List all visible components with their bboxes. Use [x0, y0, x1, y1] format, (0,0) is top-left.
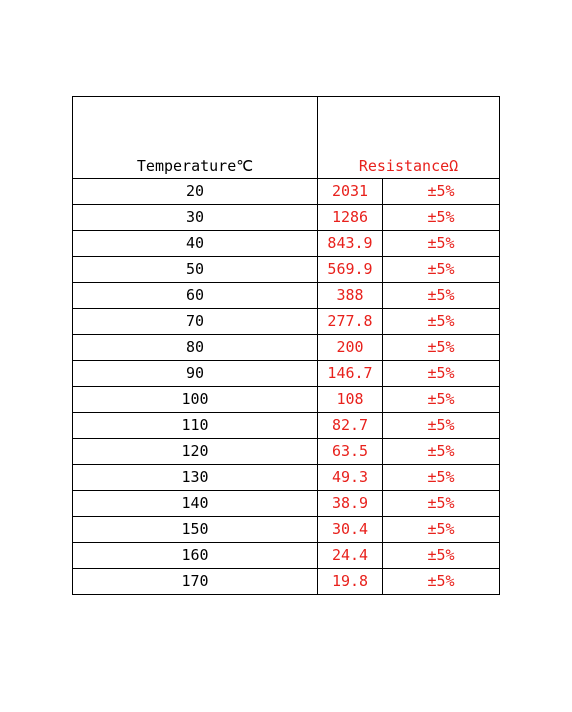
tolerance-cell: ±5% [382, 568, 500, 595]
tolerance-cell: ±5% [382, 334, 500, 361]
tolerance-cell: ±5% [382, 464, 500, 491]
tolerance-cell: ±5% [382, 438, 500, 465]
tolerance-cell: ±5% [382, 308, 500, 335]
tolerance-cell: ±5% [382, 230, 500, 257]
temperature-cell: 70 [72, 308, 318, 335]
resistance-cell: 108 [317, 386, 383, 413]
table-row: 90 146.7 ±5% [72, 360, 500, 387]
table-row: 60 388 ±5% [72, 282, 500, 309]
tolerance-cell: ±5% [382, 412, 500, 439]
temperature-cell: 100 [72, 386, 318, 413]
table-row: 110 82.7 ±5% [72, 412, 500, 439]
resistance-cell: 146.7 [317, 360, 383, 387]
resistance-cell: 200 [317, 334, 383, 361]
table-row: 70 277.8 ±5% [72, 308, 500, 335]
resistance-table-body: Temperature℃ ResistanceΩ 20 2031 ±5% 30 1286… [72, 96, 500, 595]
resistance-table: Temperature℃ ResistanceΩ 20 2031 ±5% 30 1286… [72, 96, 500, 595]
temperature-cell: 90 [72, 360, 318, 387]
resistance-cell: 38.9 [317, 490, 383, 517]
tolerance-cell: ±5% [382, 542, 500, 569]
tolerance-cell: ±5% [382, 178, 500, 205]
table-row: 100 108 ±5% [72, 386, 500, 413]
temperature-cell: 30 [72, 204, 318, 231]
resistance-cell: 569.9 [317, 256, 383, 283]
temperature-cell: 160 [72, 542, 318, 569]
temperature-header: Temperature℃ [72, 96, 318, 179]
temperature-cell: 80 [72, 334, 318, 361]
resistance-cell: 277.8 [317, 308, 383, 335]
resistance-cell: 24.4 [317, 542, 383, 569]
resistance-cell: 388 [317, 282, 383, 309]
temperature-cell: 170 [72, 568, 318, 595]
resistance-cell: 30.4 [317, 516, 383, 543]
table-row: 130 49.3 ±5% [72, 464, 500, 491]
tolerance-cell: ±5% [382, 516, 500, 543]
resistance-cell: 843.9 [317, 230, 383, 257]
table-row: 50 569.9 ±5% [72, 256, 500, 283]
temperature-cell: 40 [72, 230, 318, 257]
temperature-cell: 20 [72, 178, 318, 205]
tolerance-cell: ±5% [382, 282, 500, 309]
temperature-cell: 140 [72, 490, 318, 517]
resistance-cell: 49.3 [317, 464, 383, 491]
table-row: 140 38.9 ±5% [72, 490, 500, 517]
temperature-cell: 150 [72, 516, 318, 543]
resistance-header: ResistanceΩ [317, 96, 500, 179]
resistance-cell: 2031 [317, 178, 383, 205]
table-row: 30 1286 ±5% [72, 204, 500, 231]
table-row: 80 200 ±5% [72, 334, 500, 361]
table-row: 170 19.8 ±5% [72, 568, 500, 595]
table-row: 20 2031 ±5% [72, 178, 500, 205]
tolerance-cell: ±5% [382, 360, 500, 387]
resistance-cell: 63.5 [317, 438, 383, 465]
table-row: 160 24.4 ±5% [72, 542, 500, 569]
tolerance-cell: ±5% [382, 490, 500, 517]
tolerance-cell: ±5% [382, 256, 500, 283]
tolerance-cell: ±5% [382, 386, 500, 413]
table-row: 120 63.5 ±5% [72, 438, 500, 465]
table-row: 40 843.9 ±5% [72, 230, 500, 257]
resistance-cell: 82.7 [317, 412, 383, 439]
table-row: 150 30.4 ±5% [72, 516, 500, 543]
resistance-cell: 19.8 [317, 568, 383, 595]
header-row: Temperature℃ ResistanceΩ [72, 96, 500, 179]
temperature-cell: 110 [72, 412, 318, 439]
tolerance-cell: ±5% [382, 204, 500, 231]
temperature-cell: 130 [72, 464, 318, 491]
temperature-cell: 60 [72, 282, 318, 309]
resistance-cell: 1286 [317, 204, 383, 231]
temperature-cell: 120 [72, 438, 318, 465]
temperature-cell: 50 [72, 256, 318, 283]
